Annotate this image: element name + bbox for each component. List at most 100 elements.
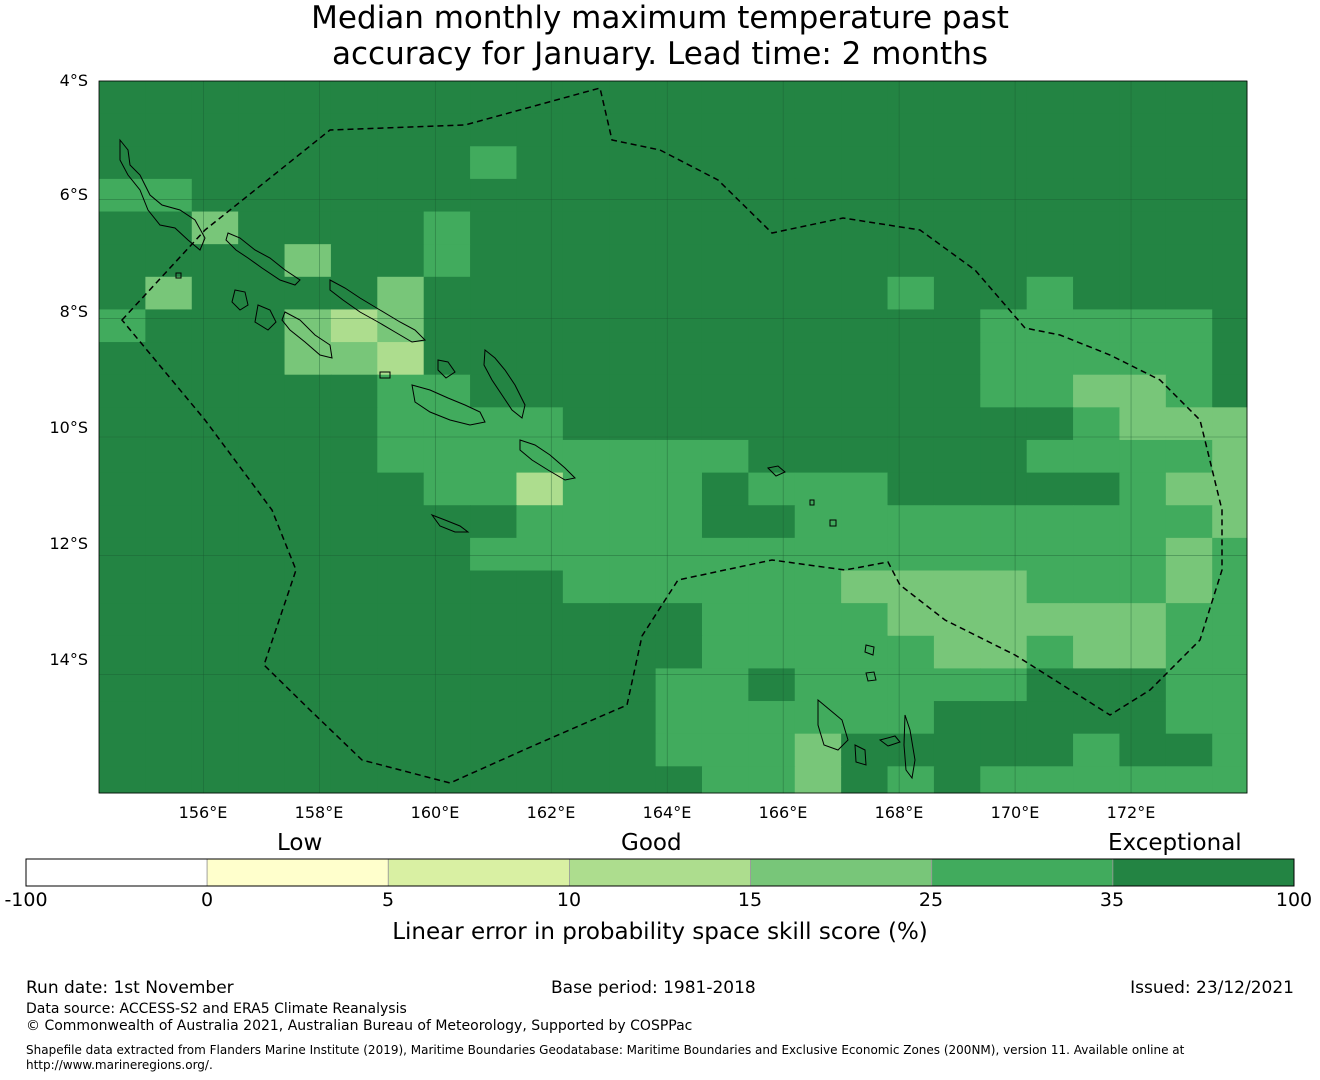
skill-cell bbox=[655, 635, 703, 669]
skill-cell bbox=[609, 537, 657, 571]
skill-cell bbox=[377, 635, 425, 669]
lon-label: 164°E bbox=[642, 803, 692, 822]
skill-cell bbox=[1212, 211, 1248, 245]
skill-cell bbox=[1212, 407, 1248, 441]
skill-cell bbox=[377, 733, 425, 767]
skill-cell bbox=[470, 211, 517, 245]
skill-cell bbox=[1026, 309, 1074, 343]
skill-cell bbox=[516, 570, 564, 604]
skill-cell bbox=[562, 635, 610, 669]
skill-cell bbox=[887, 146, 935, 180]
skill-cell bbox=[841, 309, 889, 343]
skill-cell bbox=[99, 668, 146, 702]
skill-cell bbox=[284, 178, 332, 213]
skill-cell bbox=[933, 407, 981, 441]
skill-cell bbox=[99, 407, 146, 441]
colorbar-tick: 25 bbox=[918, 889, 944, 911]
skill-cell bbox=[1073, 766, 1120, 794]
skill-cell bbox=[1212, 603, 1248, 637]
skill-cell bbox=[238, 766, 286, 794]
skill-cell bbox=[516, 766, 564, 794]
island-small-3 bbox=[175, 272, 182, 279]
skill-cell bbox=[191, 701, 239, 735]
colorbar bbox=[25, 858, 1295, 887]
skill-cell bbox=[701, 766, 749, 794]
skill-cell bbox=[609, 276, 657, 310]
skill-cell bbox=[470, 374, 517, 408]
skill-cell bbox=[562, 178, 610, 213]
island-small-1 bbox=[829, 519, 837, 527]
skill-cell bbox=[980, 603, 1028, 637]
skill-cell bbox=[1212, 276, 1248, 310]
skill-cell bbox=[841, 570, 889, 604]
skill-cell bbox=[887, 701, 935, 735]
skill-cell bbox=[238, 570, 286, 604]
skill-cell bbox=[423, 439, 471, 474]
skill-cell bbox=[1212, 244, 1248, 278]
colorbar-tick: 5 bbox=[381, 889, 395, 911]
shapefile-line-1: Shapefile data extracted from Flanders M… bbox=[26, 1043, 1185, 1057]
island-santa-isabel bbox=[329, 279, 427, 343]
skill-cell bbox=[423, 603, 471, 637]
skill-cell bbox=[1073, 537, 1120, 571]
skill-cell bbox=[99, 113, 146, 147]
skill-cell bbox=[933, 146, 981, 180]
skill-cell bbox=[470, 276, 517, 310]
skill-cell bbox=[1026, 146, 1074, 180]
skill-cell bbox=[470, 81, 517, 115]
skill-cell bbox=[933, 570, 981, 604]
category-good: Good bbox=[621, 830, 682, 856]
skill-cell bbox=[562, 537, 610, 571]
skill-cell bbox=[238, 635, 286, 669]
shapefile-credit: Shapefile data extracted from Flanders M… bbox=[26, 1043, 1306, 1073]
skill-cell bbox=[933, 733, 981, 767]
skill-cell bbox=[1073, 211, 1120, 245]
category-low: Low bbox=[277, 830, 323, 856]
category-exceptional: Exceptional bbox=[1108, 830, 1242, 856]
skill-cell bbox=[1119, 407, 1167, 441]
skill-cell bbox=[1026, 439, 1074, 474]
skill-cell bbox=[794, 603, 842, 637]
skill-cell bbox=[423, 81, 471, 115]
skill-cell bbox=[609, 766, 657, 794]
skill-cell bbox=[655, 537, 703, 571]
skill-cell bbox=[609, 244, 657, 278]
skill-cell bbox=[423, 342, 471, 376]
skill-cell bbox=[99, 603, 146, 637]
skill-cell bbox=[609, 472, 657, 506]
skill-cell bbox=[655, 668, 703, 702]
skill-cell bbox=[748, 570, 796, 604]
island-small-2 bbox=[809, 499, 815, 506]
skill-cell bbox=[1119, 603, 1167, 637]
skill-cell bbox=[145, 407, 193, 441]
skill-cell bbox=[1165, 211, 1213, 245]
skill-cell bbox=[701, 113, 749, 147]
skill-cell bbox=[980, 766, 1028, 794]
skill-cell bbox=[1026, 276, 1074, 310]
skill-cell bbox=[562, 505, 610, 539]
skill-cell bbox=[1073, 603, 1120, 637]
skill-cell bbox=[655, 178, 703, 213]
skill-cell bbox=[748, 211, 796, 245]
skill-cell bbox=[1073, 81, 1120, 115]
colorbar-tick: 15 bbox=[737, 889, 763, 911]
skill-cell bbox=[145, 766, 193, 794]
skill-cell bbox=[933, 178, 981, 213]
skill-cell bbox=[377, 570, 425, 604]
skill-cell bbox=[609, 407, 657, 441]
skill-cell bbox=[1073, 407, 1120, 441]
colorbar-segment bbox=[206, 858, 389, 887]
skill-cell bbox=[145, 276, 193, 310]
skill-cell bbox=[655, 505, 703, 539]
colorbar-segment bbox=[387, 858, 570, 887]
skill-cell bbox=[887, 505, 935, 539]
skill-cell bbox=[1212, 766, 1248, 794]
skill-cell bbox=[1165, 766, 1213, 794]
skill-cell bbox=[655, 407, 703, 441]
skill-cell bbox=[284, 309, 332, 343]
skill-cell bbox=[1026, 342, 1074, 376]
skill-cell bbox=[330, 439, 378, 474]
skill-cell bbox=[887, 635, 935, 669]
skill-cell bbox=[1165, 178, 1213, 213]
map-frame bbox=[98, 80, 1248, 794]
